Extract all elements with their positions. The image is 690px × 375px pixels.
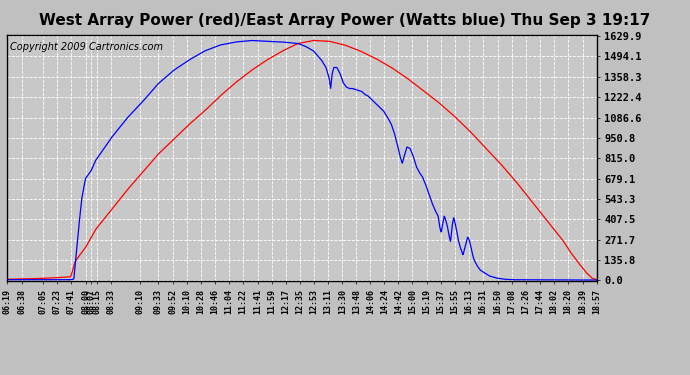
Text: Copyright 2009 Cartronics.com: Copyright 2009 Cartronics.com (10, 42, 163, 52)
Text: West Array Power (red)/East Array Power (Watts blue) Thu Sep 3 19:17: West Array Power (red)/East Array Power … (39, 13, 651, 28)
